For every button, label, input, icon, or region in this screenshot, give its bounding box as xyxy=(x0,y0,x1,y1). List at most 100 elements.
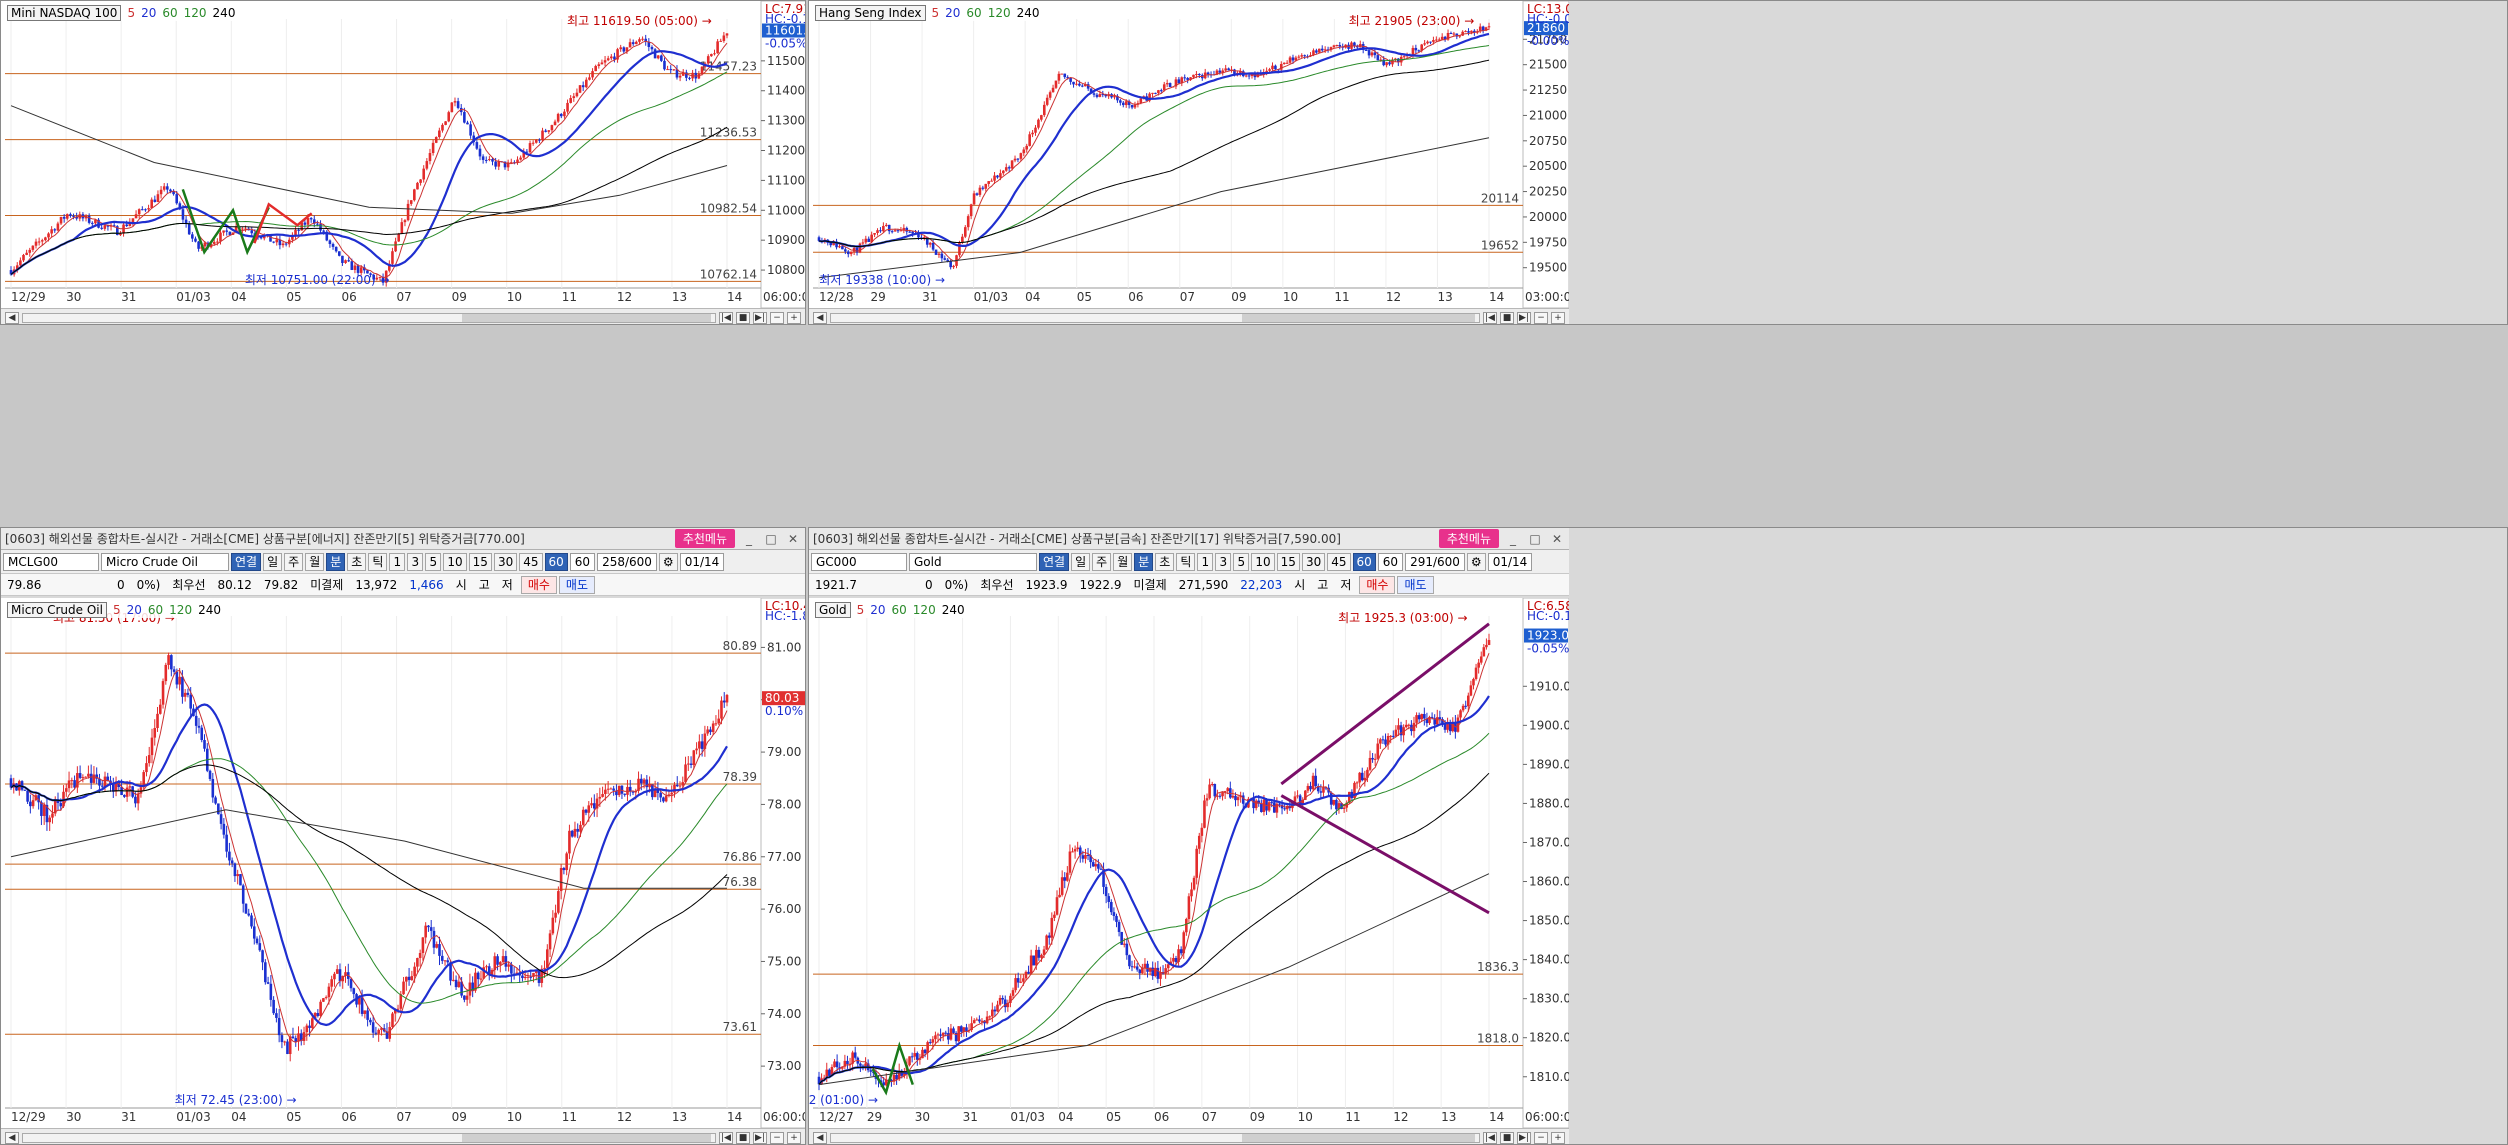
minute-1-button[interactable]: 1 xyxy=(1197,552,1214,571)
minute-60-button[interactable]: 60 xyxy=(1352,552,1376,571)
interval-month-button[interactable]: 월 xyxy=(305,552,325,571)
minute-select[interactable]: 60 xyxy=(1377,552,1404,571)
stop-button[interactable]: ■ xyxy=(736,311,750,324)
minute-45-button[interactable]: 45 xyxy=(1327,552,1351,571)
zoom-out-button[interactable]: − xyxy=(770,311,784,324)
minute-45-button[interactable]: 45 xyxy=(519,552,543,571)
scroll-left-button[interactable]: ◀ xyxy=(813,311,827,324)
stop-button[interactable]: ■ xyxy=(736,1131,750,1144)
recommend-menu-button[interactable]: 추천메뉴 xyxy=(674,529,735,548)
chart-scrollbar[interactable] xyxy=(830,312,1480,323)
minimize-icon[interactable]: _ xyxy=(1510,531,1516,546)
minute-3-button[interactable]: 3 xyxy=(1215,552,1232,571)
hc-label: HC:-0.15 xyxy=(765,12,806,26)
interval-minute-button[interactable]: 분 xyxy=(326,552,346,571)
close-icon[interactable]: ✕ xyxy=(787,531,799,546)
minute-15-button[interactable]: 15 xyxy=(468,552,492,571)
recommend-menu-button[interactable]: 추천메뉴 xyxy=(1438,529,1499,548)
stop-button[interactable]: ■ xyxy=(1500,311,1514,324)
sell-button[interactable]: 매도 xyxy=(558,575,596,594)
chart-scrollbar[interactable] xyxy=(830,1132,1480,1143)
scroll-left-button[interactable]: ◀ xyxy=(813,1131,827,1144)
zoom-in-button[interactable]: + xyxy=(787,1131,801,1144)
chart-scrollbar[interactable] xyxy=(22,1132,716,1143)
interval-month-button[interactable]: 월 xyxy=(1113,552,1133,571)
candle-body xyxy=(1451,722,1455,732)
minute-10-button[interactable]: 10 xyxy=(443,552,467,571)
minute-5-button[interactable]: 5 xyxy=(425,552,442,571)
price-axis xyxy=(1522,1,1569,308)
candle-body xyxy=(934,249,938,255)
buy-button[interactable]: 매수 xyxy=(1359,575,1396,594)
minute-30-button[interactable]: 30 xyxy=(1301,552,1326,571)
data-count-field[interactable]: 258/600 xyxy=(597,552,657,571)
level-label: 19652 xyxy=(1481,238,1519,252)
interval-day-button[interactable]: 일 xyxy=(1071,552,1091,571)
candle-body xyxy=(1402,56,1406,58)
close-icon[interactable]: ✕ xyxy=(1551,531,1563,546)
first-button[interactable]: |◀ xyxy=(719,311,733,324)
window-titlebar[interactable]: [0603] 해외선물 종합차트-실시간 - 거래소[CME] 상품구분[금속]… xyxy=(809,528,1569,550)
zoom-out-button[interactable]: − xyxy=(1534,1131,1548,1144)
chart-scrollbar[interactable] xyxy=(22,312,716,323)
stop-button[interactable]: ■ xyxy=(1500,1131,1514,1144)
candle-body xyxy=(873,233,876,235)
chart-area-crude[interactable]: 12/29 30 31 01/03 04 05 06 07 09 10 11 12 13 14 06:00:… xyxy=(1,598,805,1128)
settings-icon[interactable]: ⚙ xyxy=(658,552,678,571)
maximize-icon[interactable]: □ xyxy=(1529,531,1541,546)
last-button[interactable]: ▶| xyxy=(753,311,767,324)
window-titlebar[interactable]: [0603] 해외선물 종합차트-실시간 - 거래소[CME] 상품구분[에너지… xyxy=(1,528,805,550)
zoom-in-button[interactable]: + xyxy=(787,311,801,324)
interval-day-button[interactable]: 일 xyxy=(263,552,283,571)
scroll-left-button[interactable]: ◀ xyxy=(5,1131,19,1144)
buy-button[interactable]: 매수 xyxy=(520,575,557,594)
code-input[interactable]: MCLG00 xyxy=(3,552,99,571)
first-button[interactable]: |◀ xyxy=(1483,311,1497,324)
minute-60-button[interactable]: 60 xyxy=(544,552,568,571)
interval-connect-button[interactable]: 연결 xyxy=(231,552,262,571)
interval-second-button[interactable]: 초 xyxy=(1155,552,1175,571)
interval-second-button[interactable]: 초 xyxy=(347,552,367,571)
minute-3-button[interactable]: 3 xyxy=(407,552,424,571)
first-button[interactable]: |◀ xyxy=(719,1131,733,1144)
minute-1-button[interactable]: 1 xyxy=(389,552,406,571)
chart-area-hangseng[interactable]: 12/28 29 31 01/03 04 05 06 07 09 10 11 12 13 14 03:00:… xyxy=(809,1,1569,308)
interval-minute-button[interactable]: 분 xyxy=(1134,552,1154,571)
minute-select[interactable]: 60 xyxy=(569,552,596,571)
interval-tick-button[interactable]: 틱 xyxy=(1176,552,1196,571)
last-button[interactable]: ▶| xyxy=(753,1131,767,1144)
first-button[interactable]: |◀ xyxy=(1483,1131,1497,1144)
scroll-left-button[interactable]: ◀ xyxy=(5,311,19,324)
zoom-out-button[interactable]: − xyxy=(770,1131,784,1144)
interval-connect-button[interactable]: 연결 xyxy=(1039,552,1070,571)
last-button[interactable]: ▶| xyxy=(1517,311,1531,324)
chart-navigator[interactable]: ◀ |◀ ■ ▶| − + xyxy=(1,308,805,324)
chart-navigator[interactable]: ◀ |◀ ■ ▶| − + xyxy=(809,308,1569,324)
zoom-in-button[interactable]: + xyxy=(1551,311,1565,324)
code-input[interactable]: GC000 xyxy=(811,552,907,571)
minute-5-button[interactable]: 5 xyxy=(1233,552,1250,571)
chart-navigator[interactable]: ◀ |◀ ■ ▶| − + xyxy=(809,1128,1569,1144)
candle-body xyxy=(491,159,494,162)
minute-10-button[interactable]: 10 xyxy=(1251,552,1275,571)
data-count-field[interactable]: 291/600 xyxy=(1405,552,1465,571)
zoom-in-button[interactable]: + xyxy=(1551,1131,1565,1144)
candle-body xyxy=(1279,64,1283,70)
minimize-icon[interactable]: _ xyxy=(746,531,752,546)
interval-tick-button[interactable]: 틱 xyxy=(368,552,388,571)
date-field[interactable]: 01/14 xyxy=(679,552,725,571)
minute-30-button[interactable]: 30 xyxy=(493,552,518,571)
candle-body xyxy=(1177,79,1181,84)
maximize-icon[interactable]: □ xyxy=(765,531,777,546)
settings-icon[interactable]: ⚙ xyxy=(1466,552,1486,571)
last-button[interactable]: ▶| xyxy=(1517,1131,1531,1144)
chart-area-nasdaq[interactable]: 12/29 30 31 01/03 04 05 06 07 09 10 11 12 13 14 06:00:… xyxy=(1,1,805,308)
interval-week-button[interactable]: 주 xyxy=(1092,552,1112,571)
zoom-out-button[interactable]: − xyxy=(1534,311,1548,324)
chart-area-gold[interactable]: 12/27 29 30 31 01/03 04 05 06 07 09 10 11 12 13 14 06:0… xyxy=(809,598,1569,1128)
chart-navigator[interactable]: ◀ |◀ ■ ▶| − + xyxy=(1,1128,805,1144)
date-field[interactable]: 01/14 xyxy=(1487,552,1533,571)
interval-week-button[interactable]: 주 xyxy=(284,552,304,571)
minute-15-button[interactable]: 15 xyxy=(1276,552,1300,571)
sell-button[interactable]: 매도 xyxy=(1397,575,1434,594)
